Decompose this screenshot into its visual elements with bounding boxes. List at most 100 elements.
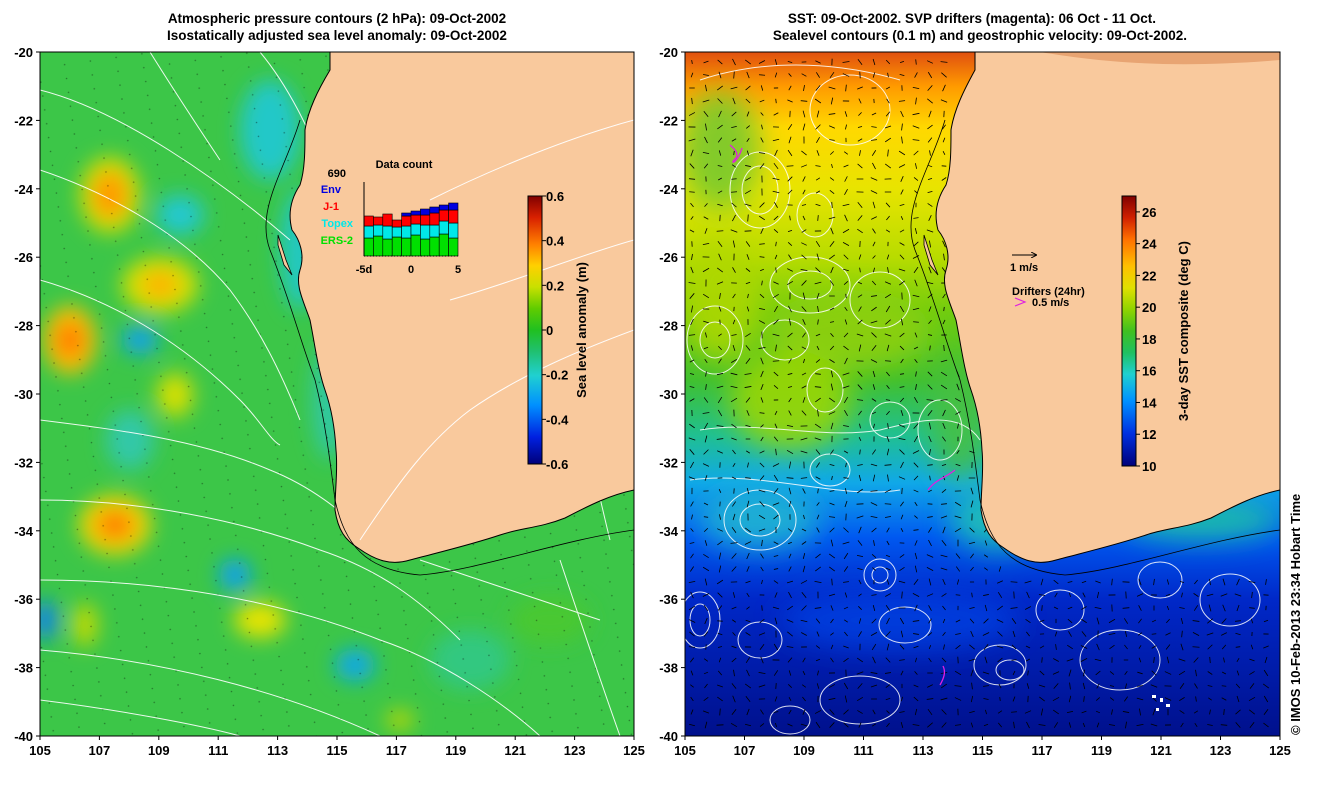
- left-ytick-label: -26: [14, 250, 33, 265]
- right-ytick-label: -20: [659, 45, 678, 60]
- right-ytick-label: -28: [659, 319, 678, 334]
- velocity-arrow: [1042, 657, 1043, 662]
- sla-colorbar-label: Sea level anomaly (m): [574, 262, 589, 398]
- right-ytick-label: -24: [659, 182, 679, 197]
- data-count-bar-segment: [411, 215, 420, 224]
- data-count-bar-segment: [411, 224, 420, 235]
- sst-colorbar-tick-label: 14: [1142, 395, 1157, 410]
- data-count-bar-segment: [449, 210, 458, 223]
- data-count-bar-segment: [430, 225, 439, 237]
- data-count-bar-segment: [383, 226, 392, 239]
- right-ytick-label: -34: [659, 524, 679, 539]
- sst-colorbar-tick-label: 26: [1142, 205, 1156, 220]
- velocity-arrow: [818, 215, 819, 221]
- left-xtick-label: 125: [623, 743, 645, 758]
- data-count-bar-segment: [430, 207, 439, 213]
- right-xtick-label: 121: [1150, 743, 1172, 758]
- legend-env: Env: [321, 184, 342, 196]
- velocity-arrow: [748, 215, 749, 222]
- data-count-bar-segment: [411, 211, 420, 215]
- data-count-bar-segment: [449, 238, 458, 256]
- data-count-bar-segment: [392, 237, 401, 256]
- left-ytick-label: -24: [14, 182, 34, 197]
- sst-colorbar-label: 3-day SST composite (deg C): [1176, 241, 1191, 421]
- right-ytick-label: -30: [659, 387, 678, 402]
- right-xtick-label: 117: [1032, 743, 1053, 758]
- right-xtick-label: 111: [853, 743, 873, 758]
- data-count-bar-segment: [439, 205, 448, 210]
- left-xtick-label: 115: [327, 743, 348, 758]
- data-count-bar-segment: [420, 225, 429, 239]
- sla-colorbar-tick-label: -0.6: [546, 457, 568, 472]
- left-xtick-label: 107: [89, 743, 111, 758]
- right-xtick-label: 115: [972, 743, 993, 758]
- data-count-bar-segment: [402, 216, 411, 226]
- data-count-bar-segment: [420, 239, 429, 256]
- velocity-arrow: [1210, 657, 1211, 663]
- left-y-axis: -20-22-24-26-28-30-32-34-36-38-40: [14, 45, 40, 744]
- sst-colorbar-tick-label: 12: [1142, 427, 1156, 442]
- right-xtick-label: 113: [913, 743, 934, 758]
- velocity-arrow: [1224, 709, 1225, 715]
- australia-land-right: [936, 52, 1280, 562]
- data-count-bar-segment: [364, 226, 373, 238]
- left-xtick-label: 113: [267, 743, 288, 758]
- left-title-line1: Atmospheric pressure contours (2 hPa): 0…: [168, 11, 506, 26]
- data-count-bar-segment: [449, 223, 458, 238]
- right-y-axis: -20-22-24-26-28-30-32-34-36-38-40: [659, 45, 685, 744]
- left-ytick-label: -22: [14, 113, 33, 128]
- sst-colorbar-tick-label: 22: [1142, 268, 1156, 283]
- data-count-bar-segment: [392, 227, 401, 237]
- data-count-bar-segment: [402, 213, 411, 216]
- right-xtick-label: 123: [1210, 743, 1232, 758]
- right-ytick-label: -32: [659, 455, 678, 470]
- data-count-bar-segment: [430, 213, 439, 225]
- dc-tick-0: 0: [408, 264, 414, 276]
- data-count-bar-segment: [402, 226, 411, 238]
- sla-colorbar-tick-label: 0.6: [546, 189, 564, 204]
- data-count-bar-segment: [373, 217, 382, 225]
- right-ytick-label: -40: [659, 729, 678, 744]
- data-count-bar-segment: [373, 236, 382, 256]
- data-count-bar-segment: [392, 220, 401, 227]
- velocity-arrow: [787, 166, 794, 167]
- right-title-line2: Sealevel contours (0.1 m) and geostrophi…: [773, 28, 1187, 43]
- data-count-bar-segment: [383, 214, 392, 226]
- data-count-bar-segment: [420, 215, 429, 225]
- left-ytick-label: -38: [14, 661, 33, 676]
- left-ytick-label: -32: [14, 455, 33, 470]
- right-title-line1: SST: 09-Oct-2002. SVP drifters (magenta)…: [788, 11, 1156, 26]
- left-ytick-label: -40: [14, 729, 33, 744]
- data-count-bar-segment: [364, 216, 373, 226]
- sst-colorbar-tick-label: 18: [1142, 332, 1156, 347]
- left-ytick-label: -28: [14, 319, 33, 334]
- velocity-arrow: [1011, 582, 1018, 583]
- sla-colorbar-tick-label: -0.4: [546, 412, 569, 427]
- data-count-bar-segment: [420, 209, 429, 215]
- left-xtick-label: 117: [386, 743, 407, 758]
- right-xtick-label: 105: [674, 743, 696, 758]
- sst-colorbar-tick-label: 10: [1142, 459, 1156, 474]
- left-xtick-label: 123: [564, 743, 586, 758]
- velocity-key-label: 1 m/s: [1010, 262, 1038, 274]
- right-ytick-label: -22: [659, 113, 678, 128]
- velocity-arrow: [1042, 605, 1043, 611]
- data-count-bar-segment: [364, 238, 373, 256]
- velocity-arrow: [1000, 697, 1001, 701]
- legend-topex: Topex: [321, 218, 353, 230]
- right-ytick-label: -26: [659, 250, 678, 265]
- velocity-arrow: [731, 192, 737, 193]
- data-count-total: 690: [328, 168, 346, 180]
- legend-j1: J-1: [323, 201, 339, 213]
- right-ytick-label: -38: [659, 661, 678, 676]
- velocity-arrow: [731, 179, 736, 180]
- velocity-arrow: [720, 709, 721, 716]
- data-count-bar-segment: [383, 239, 392, 256]
- velocity-arrow: [944, 307, 945, 311]
- data-count-bar-segment: [430, 237, 439, 256]
- data-count-title: Data count: [376, 159, 433, 171]
- left-xtick-label: 121: [504, 743, 526, 758]
- left-ytick-label: -36: [14, 592, 33, 607]
- left-ytick-label: -30: [14, 387, 33, 402]
